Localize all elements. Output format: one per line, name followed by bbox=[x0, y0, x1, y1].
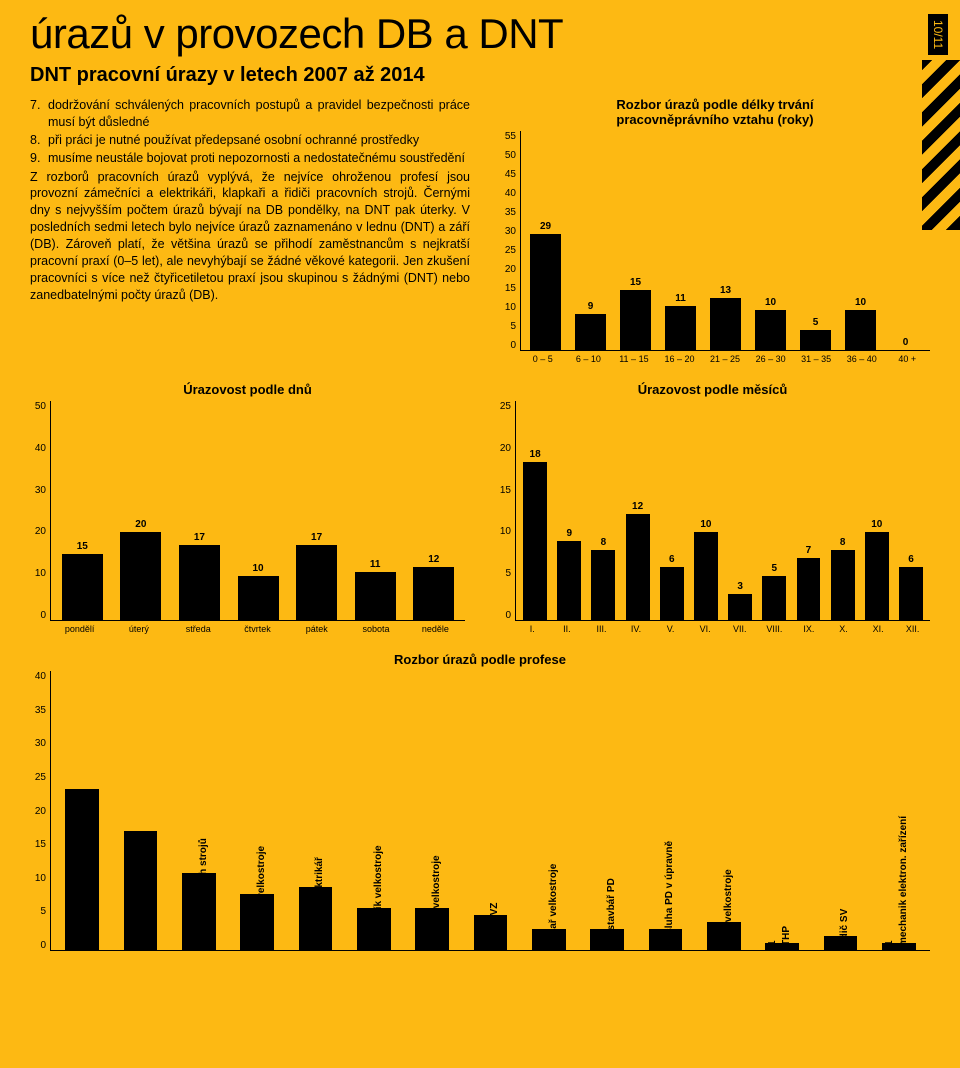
bar-label: obsluha PD v úpravně bbox=[664, 841, 675, 946]
bar: klapkař velkostroje6 bbox=[403, 908, 461, 950]
bar: 17 bbox=[287, 532, 346, 620]
bar: řidič pracovních strojů11 bbox=[170, 873, 228, 950]
bar-label: provozní zámečník bbox=[81, 857, 92, 946]
chart-days: 0102030405015201710171112pondělíúterýstř… bbox=[30, 401, 465, 634]
bar-label: elektrikář velkostroje bbox=[256, 846, 267, 946]
bar: provozní elektrikář9 bbox=[286, 887, 344, 950]
bar: 29 bbox=[523, 221, 568, 350]
chart-tenure: 05101520253035404550552991511131051000 –… bbox=[500, 131, 930, 364]
bar: řidič PVZ5 bbox=[461, 915, 519, 950]
bar: 12 bbox=[404, 554, 463, 620]
bar: 17 bbox=[170, 532, 229, 620]
bar-label: strojník v úpravně bbox=[139, 860, 150, 946]
bar: mechanik elektron. zařízení1 bbox=[870, 943, 928, 950]
bar-value: 11 bbox=[184, 935, 195, 946]
bar-label: řidič PVZ bbox=[489, 903, 500, 946]
bar: 9 bbox=[568, 301, 613, 350]
bar: strojník v úpravně17 bbox=[111, 831, 169, 950]
bar: 11 bbox=[658, 293, 703, 350]
bar: 9 bbox=[552, 528, 586, 620]
bar-value: 3 bbox=[650, 940, 661, 946]
page-subtitle: DNT pracovní úrazy v letech 2007 až 2014 bbox=[30, 64, 930, 87]
chart-months: 05101520251898126103578106I.II.III.IV.V.… bbox=[495, 401, 930, 634]
bar-label: THP bbox=[781, 926, 792, 946]
bar: 15 bbox=[613, 277, 658, 350]
bar: 7 bbox=[791, 545, 825, 620]
bar: řidič velkostroje4 bbox=[695, 922, 753, 950]
list-item: při práci je nutné používat předepsané o… bbox=[48, 132, 419, 149]
chart-profession-title: Rozbor úrazů podle profese bbox=[30, 652, 930, 667]
bar: 10 bbox=[860, 519, 894, 620]
bar: 10 bbox=[689, 519, 723, 620]
bar: 6 bbox=[894, 554, 928, 620]
chart-profession: 0510152025303540provozní zámečník23stroj… bbox=[30, 671, 930, 951]
bar-value: 1 bbox=[884, 940, 895, 946]
bar: 11 bbox=[346, 559, 405, 620]
bar-label: řidič velkostroje bbox=[723, 869, 734, 946]
bar-value: 3 bbox=[534, 940, 545, 946]
bar: přestavbář PD3 bbox=[578, 929, 636, 950]
bar-label: pasař velkostroje bbox=[548, 864, 559, 946]
bar-label: řidič pracovních strojů bbox=[198, 838, 209, 946]
page-title: úrazů v provozech DB a DNT bbox=[30, 10, 930, 58]
bar: THP1 bbox=[753, 943, 811, 950]
bar-value: 6 bbox=[359, 940, 370, 946]
bar: 5 bbox=[757, 563, 791, 620]
bar: 8 bbox=[826, 537, 860, 620]
list-item: dodržování schválených pracovních postup… bbox=[48, 97, 470, 131]
bar-label: klapkař velkostroje bbox=[431, 855, 442, 946]
chart-months-title: Úrazovost podle měsíců bbox=[495, 382, 930, 397]
bar-label: přestavbář PD bbox=[606, 878, 617, 946]
bar-value: 8 bbox=[242, 940, 253, 946]
bar: 10 bbox=[229, 563, 288, 620]
list-item: musíme neustále bojovat proti nepozornos… bbox=[48, 150, 465, 167]
bar: pasař velkostroje3 bbox=[520, 929, 578, 950]
bar: 18 bbox=[518, 449, 552, 620]
bar-label: mechanik elektron. zařízení bbox=[898, 816, 909, 946]
bar: 10 bbox=[748, 297, 793, 350]
bar: elektrikář velkostroje8 bbox=[228, 894, 286, 950]
bar: řidič SV2 bbox=[811, 936, 869, 950]
bar-value: 5 bbox=[475, 940, 486, 946]
bar: obsluha PD v úpravně3 bbox=[636, 929, 694, 950]
bar: provozní zámečník23 bbox=[53, 789, 111, 950]
bar-value: 23 bbox=[67, 935, 78, 946]
bar-value: 3 bbox=[592, 940, 603, 946]
bar-value: 4 bbox=[709, 940, 720, 946]
bar-value: 9 bbox=[300, 940, 311, 946]
bar-label: zámečník velkostroje bbox=[373, 845, 384, 946]
body-text: 7.dodržování schválených pracovních post… bbox=[30, 97, 470, 364]
bar: 15 bbox=[53, 541, 112, 620]
bar-value: 1 bbox=[767, 940, 778, 946]
bar: 3 bbox=[723, 581, 757, 620]
bar: 6 bbox=[655, 554, 689, 620]
bar-value: 17 bbox=[125, 935, 136, 946]
page-number-tag: 10/11 bbox=[928, 14, 948, 55]
bar-label: řidič SV bbox=[839, 909, 850, 946]
bar: 8 bbox=[586, 537, 620, 620]
bar-value: 2 bbox=[825, 940, 836, 946]
chart-tenure-title: Rozbor úrazů podle délky trvání pracovně… bbox=[500, 97, 930, 127]
bar: 10 bbox=[838, 297, 883, 350]
bar-label: provozní elektrikář bbox=[314, 857, 325, 946]
bar: 20 bbox=[112, 519, 171, 620]
bar-value: 6 bbox=[417, 940, 428, 946]
bar: zámečník velkostroje6 bbox=[345, 908, 403, 950]
bar: 0 bbox=[883, 337, 928, 350]
bar: 12 bbox=[621, 501, 655, 620]
paragraph: Z rozborů pracovních úrazů vyplývá, že n… bbox=[30, 169, 470, 304]
chart-days-title: Úrazovost podle dnů bbox=[30, 382, 465, 397]
bar: 13 bbox=[703, 285, 748, 350]
bar: 5 bbox=[793, 317, 838, 350]
